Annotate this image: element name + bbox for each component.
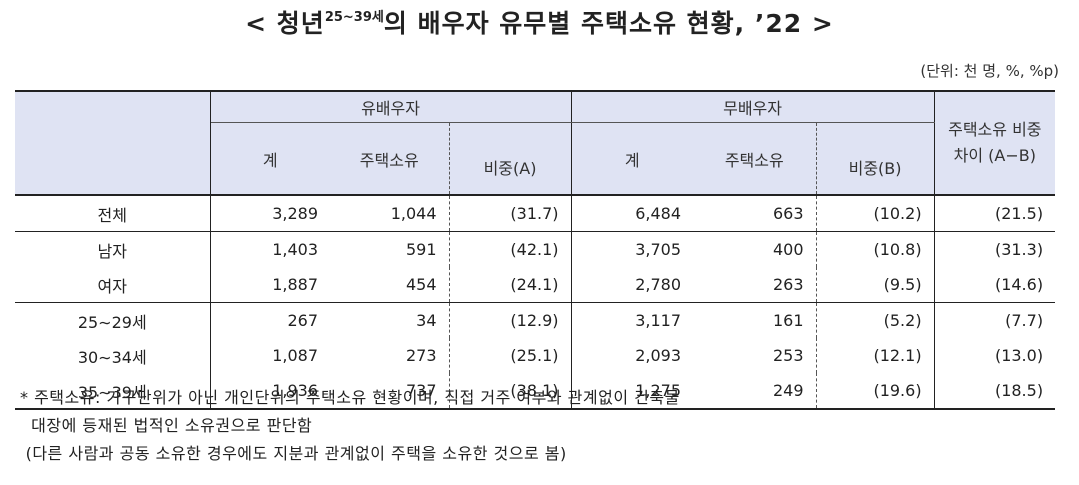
- header-unmarried-total: 계: [571, 122, 694, 195]
- cell: 263: [693, 267, 817, 303]
- cell: 591: [405, 240, 437, 259]
- cell: 737: [330, 373, 449, 410]
- cell: 1,936: [210, 373, 330, 410]
- corner-cell: [15, 91, 211, 195]
- cell: (18.5): [934, 373, 1056, 410]
- unit-label: (단위: 천 명, %, %p): [920, 62, 1059, 80]
- row-label: 여자: [15, 267, 211, 303]
- cell: (9.5): [815, 267, 935, 303]
- table-row: 35∼39세 1,936 737 (38.1) 1,275 249 (19.6)…: [15, 373, 1056, 410]
- cell: (12.1): [815, 338, 935, 373]
- cell: 2,093: [635, 346, 682, 365]
- cell: 454: [330, 267, 449, 303]
- table-row: 25∼29세 267 34 (12.9) 3,117 161 (5.2) (7.…: [15, 302, 1055, 338]
- cell: 3,289: [210, 195, 330, 232]
- footnote-line: 대장에 등재된 법적인 소유권으로 판단함: [20, 416, 313, 435]
- header-diff: 주택소유 비중 차이 (A−B): [934, 91, 1056, 195]
- housing-table: 유배우자 무배우자 주택소유 비중 차이 (A−B) 계 주택소유 비중(A) …: [15, 90, 1056, 410]
- cell: (10.8): [815, 231, 935, 267]
- footnotes: * 주택소유: 가구단위가 아닌 개인단위의 주택소유 현황이며, 직접 거주 …: [20, 384, 680, 468]
- header-ratio-a: 비중(A): [448, 122, 572, 195]
- header-unmarried-own: 주택소유: [693, 122, 817, 195]
- cell: (21.5): [934, 195, 1056, 232]
- table-row: 전체 3,289 1,044 (31.7) 6,484 663 (10.2) (…: [15, 195, 1056, 232]
- table-row: 여자 1,887 454 (24.1) 2,780 263 (9.5) (14.…: [15, 267, 1056, 303]
- cell: (19.6): [815, 373, 935, 410]
- header-married: 유배우자: [210, 91, 572, 123]
- cell: 6,484: [571, 195, 694, 232]
- title-superscript: 25~39세: [324, 10, 384, 25]
- cell: 1,044: [330, 195, 449, 232]
- cell: (7.7): [1005, 311, 1044, 330]
- cell: (10.2): [815, 195, 935, 232]
- cell: 34: [416, 311, 437, 330]
- row-label: 전체: [15, 195, 211, 232]
- cell: (38.1): [448, 373, 572, 410]
- cell: (14.6): [934, 267, 1056, 303]
- cell: (5.2): [815, 302, 935, 338]
- cell: 400: [772, 240, 804, 259]
- cell: 267: [287, 311, 318, 330]
- footnote-line: * 주택소유: 가구단위가 아닌 개인단위의 주택소유 현황이며, 직접 거주 …: [20, 388, 680, 407]
- page-title: < 청년25~39세의 배우자 유무별 주택소유 현황, ’22 >: [0, 4, 1079, 40]
- cell: 1,275: [571, 373, 694, 410]
- cell: 1,087: [272, 346, 318, 365]
- header-ratio-b: 비중(B): [815, 122, 935, 195]
- row-label: 25∼29세: [15, 302, 211, 338]
- table-row: 30∼34세 1,087 273 (25.1) 2,093 253 (12.1)…: [15, 338, 1055, 373]
- cell: 161: [772, 311, 804, 330]
- cell: 1,403: [272, 240, 318, 259]
- cell: (31.7): [448, 195, 572, 232]
- header-married-total: 계: [210, 122, 330, 195]
- cell: (12.9): [448, 302, 572, 338]
- cell: 273: [405, 346, 437, 365]
- row-label: 35∼39세: [15, 373, 211, 410]
- cell: 253: [772, 346, 804, 365]
- title-suffix: 의 배우자 유무별 주택소유 현황, ’22 >: [383, 9, 834, 38]
- header-unmarried: 무배우자: [571, 91, 935, 123]
- footnote-line: (다른 사람과 공동 소유한 경우에도 지분과 관계없이 주택을 소유한 것으로…: [20, 444, 567, 463]
- cell: (25.1): [448, 338, 572, 373]
- cell: (24.1): [448, 267, 572, 303]
- cell: (13.0): [994, 346, 1044, 365]
- cell: 3,117: [635, 311, 682, 330]
- cell: 663: [693, 195, 817, 232]
- header-diff-text: 주택소유 비중 차이 (A−B): [948, 120, 1042, 165]
- cell: 2,780: [571, 267, 694, 303]
- cell: (31.3): [994, 240, 1044, 259]
- table-row: 남자 1,403 591 (42.1) 3,705 400 (10.8) (31…: [15, 231, 1055, 267]
- header-married-own: 주택소유: [330, 122, 449, 195]
- cell: 249: [693, 373, 817, 410]
- row-label: 30∼34세: [15, 338, 211, 373]
- cell: (42.1): [448, 231, 572, 267]
- cell: 3,705: [635, 240, 682, 259]
- row-label: 남자: [15, 231, 211, 267]
- cell: 1,887: [210, 267, 330, 303]
- title-prefix: < 청년: [245, 9, 325, 38]
